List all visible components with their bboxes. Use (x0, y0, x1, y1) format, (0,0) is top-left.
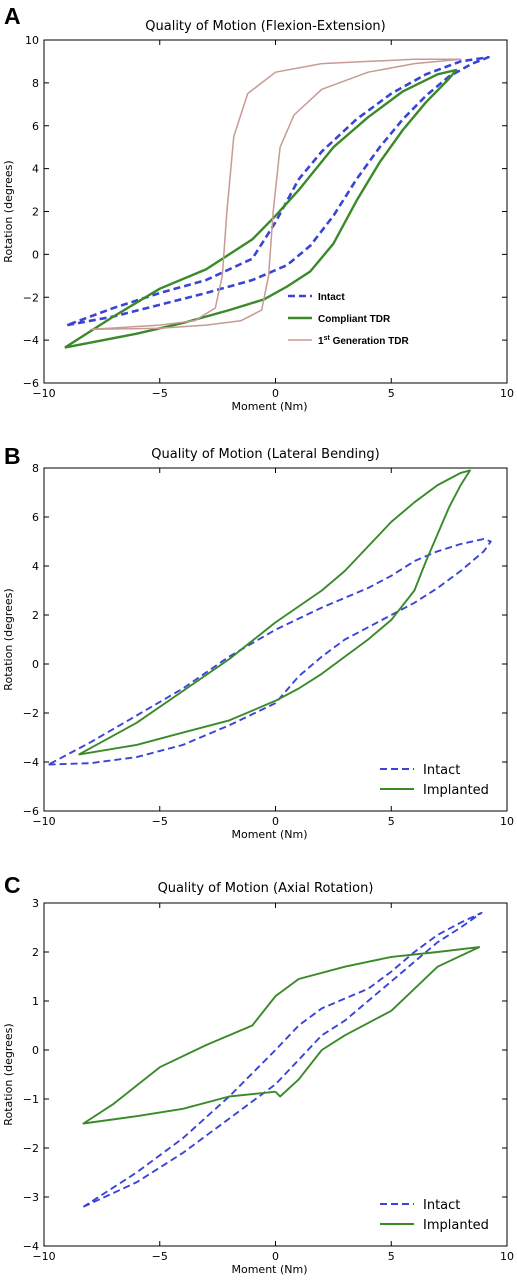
y-tick-label: 2 (32, 946, 39, 959)
y-tick-label: 8 (32, 462, 39, 475)
x-tick-label: 10 (500, 387, 514, 400)
legend-label: 1st Generation TDR (318, 335, 409, 347)
series-line-1st-generation-tdr (90, 58, 462, 331)
x-tick-label: 5 (388, 1250, 395, 1263)
x-tick-label: −5 (152, 815, 168, 828)
series-group (82, 911, 483, 1208)
plot-frame (43, 467, 508, 812)
x-tick-label: 5 (388, 815, 395, 828)
panel-letter: B (4, 443, 21, 469)
y-tick-label: 8 (32, 77, 39, 90)
series-line-implanted (78, 469, 471, 756)
x-tick-label: −5 (152, 1250, 168, 1263)
y-tick-label: 1 (32, 995, 39, 1008)
y-tick-label: 3 (32, 897, 39, 910)
y-tick-label: −2 (23, 1142, 39, 1155)
plot-frame (43, 902, 508, 1247)
y-tick-label: −6 (23, 805, 39, 818)
x-axis-label: Moment (Nm) (231, 1263, 307, 1276)
y-axis-label: Rotation (degrees) (2, 588, 15, 690)
chart-title: Quality of Motion (Flexion-Extension) (145, 19, 385, 34)
x-tick-label: 10 (500, 1250, 514, 1263)
y-tick-label: 6 (32, 120, 39, 133)
legend-label: Compliant TDR (318, 314, 391, 325)
y-tick-label: 0 (32, 658, 39, 671)
y-tick-label: 0 (32, 1044, 39, 1057)
series-group (64, 55, 490, 349)
x-axis-label: Moment (Nm) (231, 828, 307, 841)
y-axis-label: Rotation (degrees) (2, 1023, 15, 1125)
series-line-implanted (82, 946, 481, 1125)
y-tick-label: −3 (23, 1191, 39, 1204)
x-tick-label: −10 (32, 387, 55, 400)
x-axis-label: Moment (Nm) (231, 400, 307, 413)
y-tick-label: 0 (32, 248, 39, 261)
y-tick-label: −4 (23, 334, 39, 347)
y-tick-label: 2 (32, 609, 39, 622)
legend-label: Intact (318, 292, 345, 303)
legend-label: Intact (423, 1198, 460, 1213)
x-tick-label: 0 (272, 1250, 279, 1263)
y-tick-label: −4 (23, 756, 39, 769)
x-tick-label: −10 (32, 1250, 55, 1263)
x-tick-label: −10 (32, 815, 55, 828)
series-group (48, 469, 492, 766)
panel-letter: C (4, 872, 21, 898)
x-tick-label: 10 (500, 815, 514, 828)
panel-b: B Quality of Motion (Lateral Bending)−10−… (2, 443, 514, 841)
x-tick-label: 0 (272, 815, 279, 828)
y-tick-label: −2 (23, 291, 39, 304)
legend: Intact Implanted (380, 763, 489, 798)
y-tick-label: −4 (23, 1240, 39, 1253)
panel-a: A Quality of Motion (Flexion-Extension) −1… (2, 3, 514, 413)
legend-label: Implanted (423, 1218, 489, 1233)
y-tick-label: 4 (32, 560, 39, 573)
x-tick-label: 5 (388, 387, 395, 400)
y-tick-label: −1 (23, 1093, 39, 1106)
legend: Intact Compliant TDR 1st Generation TDR (288, 292, 409, 347)
y-tick-label: −2 (23, 707, 39, 720)
y-axis-label: Rotation (degrees) (2, 160, 15, 262)
legend-label: Intact (423, 763, 460, 778)
series-line-intact (48, 538, 492, 766)
y-tick-label: −6 (23, 377, 39, 390)
y-tick-label: 4 (32, 163, 39, 176)
y-tick-label: 2 (32, 206, 39, 219)
x-tick-label: −5 (152, 387, 168, 400)
chart-title: Quality of Motion (Axial Rotation) (158, 881, 374, 896)
y-tick-label: 6 (32, 511, 39, 524)
x-tick-label: 0 (272, 387, 279, 400)
legend-label: Implanted (423, 783, 489, 798)
panel-c: C Quality of Motion (Axial Rotation)−10 −5… (2, 872, 514, 1276)
series-line-intact (82, 911, 483, 1208)
series-line-intact (66, 55, 490, 327)
chart-title: Quality of Motion (Lateral Bending) (151, 447, 379, 462)
panel-letter: A (4, 3, 21, 29)
legend: Intact Implanted (380, 1198, 489, 1233)
y-tick-label: 10 (25, 34, 39, 47)
